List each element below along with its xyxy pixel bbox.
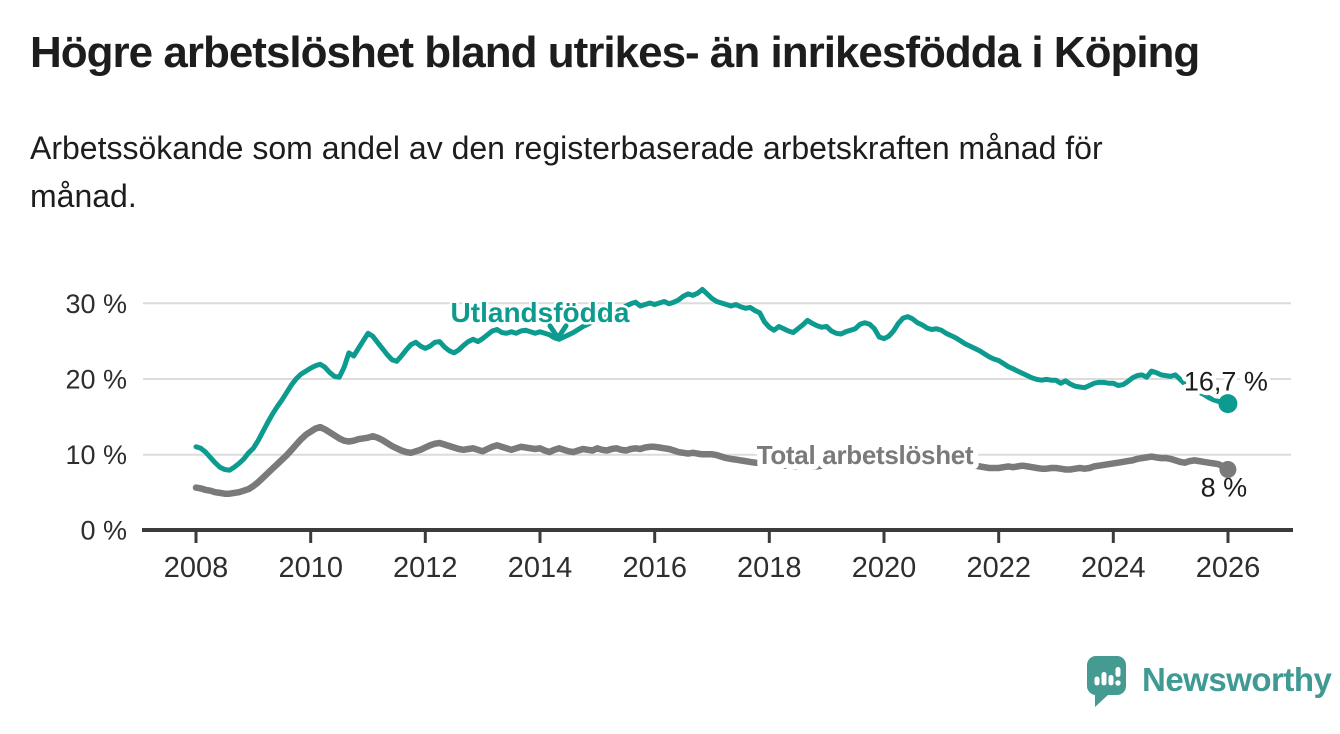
y-tick-label: 0 %: [80, 516, 127, 546]
subtitle-line-1: Arbetssökande som andel av den registerb…: [30, 130, 1103, 166]
total-arbetsloshet-line-series: [192, 423, 1232, 497]
chart-title: Högre arbetslöshet bland utrikes- än inr…: [30, 28, 1200, 77]
y-axis: 30 % 20 % 10 % 0 %: [65, 289, 127, 546]
bar-chart-speech-bubble-icon: [1087, 656, 1126, 707]
subtitle-line-2: månad.: [30, 178, 137, 214]
x-tick-label: 2014: [508, 552, 573, 584]
x-axis: 2008 2010 2012 2014 2016 2018 2020 2022 …: [142, 528, 1293, 584]
total-arbetsloshet-series-label: Total arbetslöshet: [757, 440, 974, 470]
utlandsfodda-end-value-label: 16,7 %: [1184, 367, 1268, 397]
newsworthy-logo: Newsworthy: [1086, 655, 1332, 709]
down-arrow-icon: [547, 323, 569, 341]
y-tick-label: 20 %: [65, 365, 127, 395]
x-tick-label: 2022: [966, 552, 1031, 584]
newsworthy-logo-text: Newsworthy: [1142, 661, 1332, 698]
utlandsfodda-end-dot: [1218, 394, 1238, 414]
x-tick-label: 2018: [737, 552, 802, 584]
x-tick-label: 2020: [852, 552, 917, 584]
utlandsfodda-line-series: [193, 286, 1231, 473]
y-tick-label: 30 %: [65, 289, 127, 319]
x-tick-label: 2026: [1196, 552, 1261, 584]
x-tick-label: 2016: [622, 552, 687, 584]
x-tick-label: 2010: [278, 552, 343, 584]
total-arbetsloshet-end-value-label: 8 %: [1201, 473, 1248, 503]
x-tick-label: 2012: [393, 552, 458, 584]
total-arbetsloshet-end-dot: [1219, 461, 1237, 478]
chart-subtitle: Arbetssökande som andel av den registerb…: [30, 124, 1270, 220]
utlandsfodda-series-label: Utlandsfödda: [451, 297, 630, 328]
x-tick-label: 2008: [164, 552, 229, 584]
y-tick-label: 10 %: [65, 440, 127, 470]
x-tick-label: 2024: [1081, 552, 1146, 584]
